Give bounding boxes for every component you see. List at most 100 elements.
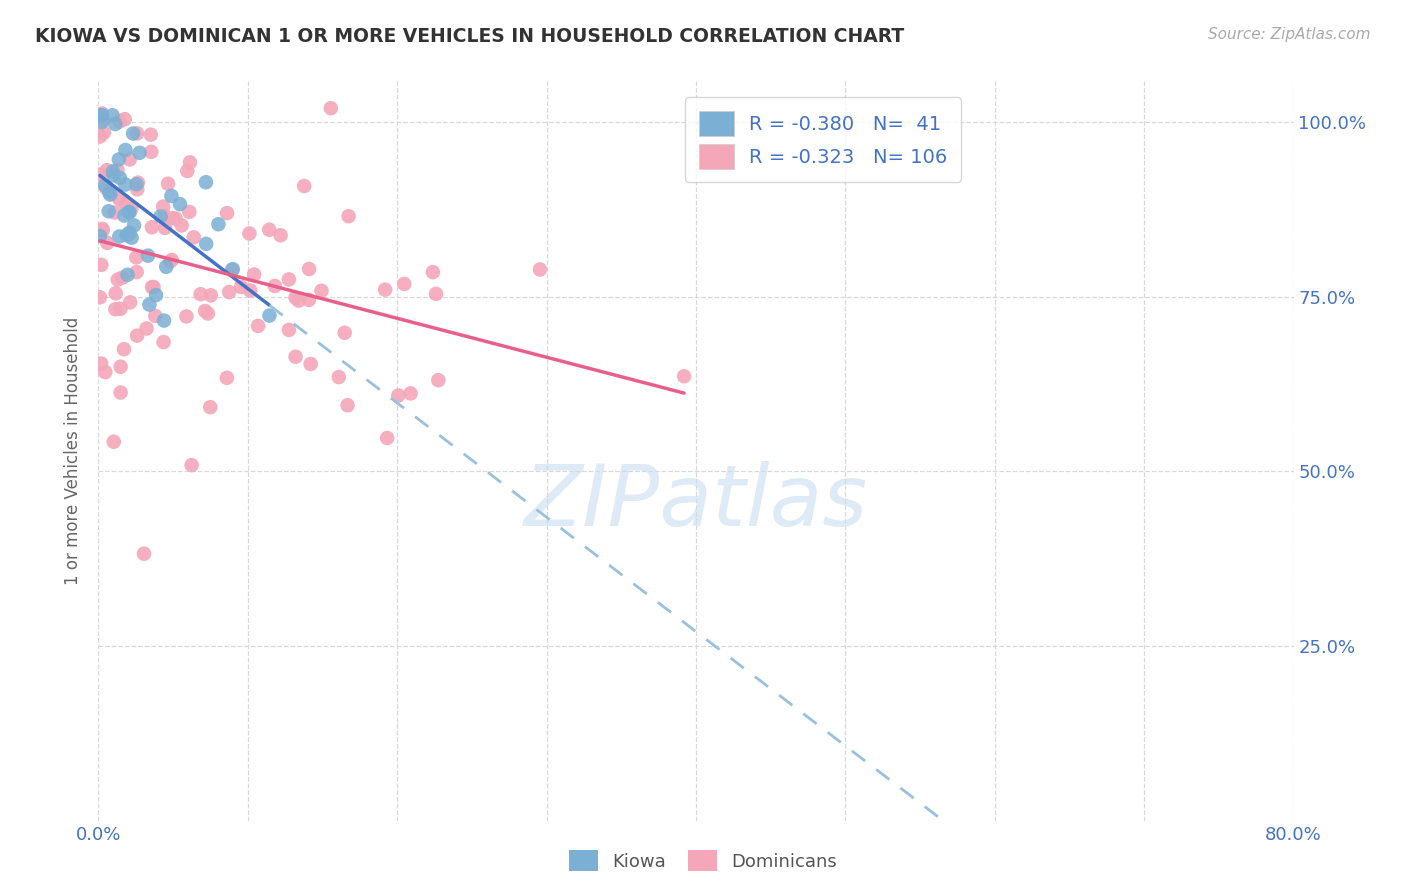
Point (257, 223, 280, 237)
Point (110, 301, 132, 316)
Point (145, 288, 167, 302)
Point (96, 181, 118, 195)
Point (247, 318, 270, 333)
Point (104, 117, 127, 131)
Point (200, 288, 222, 302)
Point (387, 388, 409, 402)
Point (153, 313, 176, 327)
Point (89, 229, 111, 244)
Point (98, 185, 121, 199)
Point (121, 231, 143, 245)
Point (121, 202, 143, 216)
Point (194, 175, 217, 189)
Point (104, 302, 127, 317)
Point (104, 286, 127, 301)
Point (115, 197, 138, 211)
Point (114, 143, 136, 157)
Point (91, 223, 114, 237)
Point (115, 228, 138, 243)
Point (103, 169, 125, 183)
Point (89, 168, 111, 182)
Point (162, 211, 184, 226)
Point (292, 179, 315, 194)
Point (127, 127, 149, 141)
Point (278, 323, 301, 337)
Point (197, 306, 219, 320)
Point (215, 206, 238, 220)
Point (284, 350, 307, 364)
Point (194, 304, 217, 318)
Point (132, 547, 155, 561)
Point (103, 434, 125, 449)
Point (108, 114, 131, 128)
Point (176, 310, 198, 324)
Point (374, 283, 396, 297)
Point (125, 251, 148, 265)
Point (90, 258, 112, 272)
Point (229, 280, 252, 294)
Point (125, 328, 148, 343)
Point (142, 280, 165, 294)
Point (120, 295, 142, 310)
Point (399, 386, 422, 401)
Point (91, 222, 114, 236)
Point (139, 128, 162, 142)
Point (529, 262, 551, 277)
Point (108, 153, 131, 167)
Point (392, 277, 415, 291)
Point (135, 321, 157, 335)
Point (136, 249, 159, 263)
Point (90, 108, 112, 122)
Point (110, 359, 132, 374)
Point (118, 205, 141, 219)
Point (94, 178, 117, 193)
Point (427, 373, 450, 387)
Point (89, 290, 111, 304)
Point (93, 126, 115, 140)
Point (238, 227, 260, 241)
Point (169, 197, 191, 211)
Point (673, 369, 696, 384)
Point (298, 293, 321, 307)
Point (98, 187, 121, 202)
Point (328, 370, 350, 384)
Point (111, 270, 134, 285)
Point (118, 153, 141, 167)
Point (93, 112, 115, 127)
Point (218, 285, 240, 299)
Point (239, 284, 262, 298)
Point (319, 101, 342, 115)
Point (110, 385, 132, 400)
Point (159, 254, 181, 268)
Point (118, 226, 141, 240)
Point (91, 106, 114, 120)
Point (122, 127, 145, 141)
Point (101, 164, 124, 178)
Point (90, 108, 112, 122)
Point (118, 205, 141, 219)
Point (94, 365, 117, 379)
Point (127, 176, 149, 190)
Point (157, 177, 180, 191)
Point (153, 209, 176, 223)
Point (114, 112, 136, 127)
Point (170, 219, 193, 233)
Point (165, 211, 187, 226)
Point (299, 357, 322, 371)
Point (190, 287, 212, 301)
Point (160, 189, 183, 203)
Point (91, 115, 114, 129)
Point (179, 155, 201, 169)
Point (215, 371, 238, 385)
Point (108, 229, 131, 244)
Point (336, 398, 359, 412)
Text: ZIPatlas: ZIPatlas (524, 461, 868, 544)
Point (243, 268, 266, 282)
Point (183, 230, 205, 244)
Point (97, 204, 120, 219)
Text: KIOWA VS DOMINICAN 1 OR MORE VEHICLES IN HOUSEHOLD CORRELATION CHART: KIOWA VS DOMINICAN 1 OR MORE VEHICLES IN… (35, 27, 904, 45)
Point (180, 458, 202, 472)
Point (277, 272, 299, 286)
Point (101, 186, 124, 201)
Point (270, 228, 292, 243)
